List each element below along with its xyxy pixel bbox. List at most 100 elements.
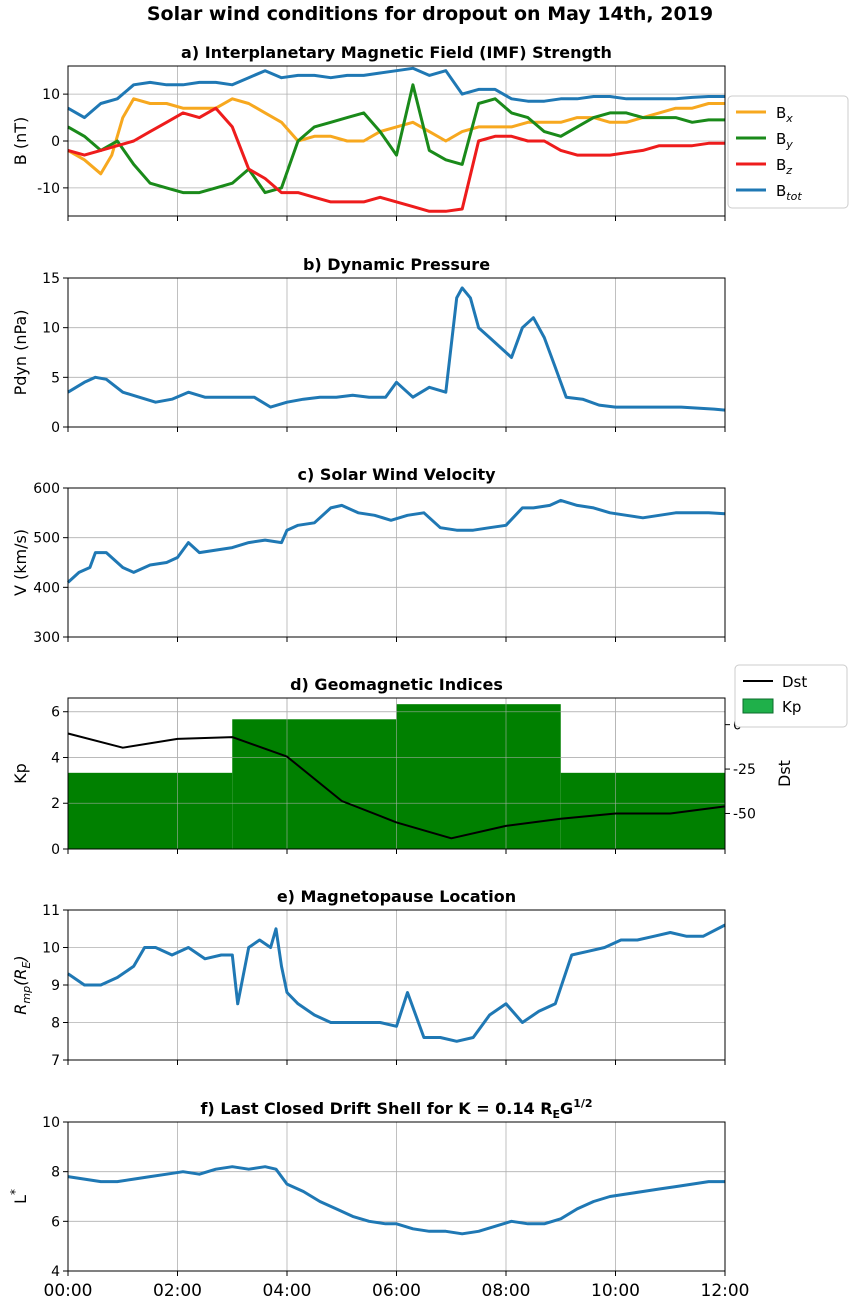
y-tick-label: 11 <box>42 903 60 919</box>
kp-bar <box>560 772 725 849</box>
legend-label-sub: z <box>785 164 792 177</box>
panel-title: c) Solar Wind Velocity <box>297 465 496 484</box>
panel-title: d) Geomagnetic Indices <box>290 675 503 694</box>
series-line-bx <box>67 97 725 176</box>
y-tick-label: 10 <box>42 1115 60 1131</box>
series-line-btot <box>67 66 725 120</box>
y-tick-label: 8 <box>51 1016 60 1032</box>
x-tick-label: 00:00 <box>44 1281 93 1299</box>
y-tick-label: 4 <box>51 1264 60 1280</box>
y-tick-label-right: -25 <box>733 762 756 778</box>
y-axis-label-sup: * <box>8 1189 22 1195</box>
y-tick-label: 4 <box>51 750 60 766</box>
legend-label-sub: tot <box>786 190 802 203</box>
x-tick-label: 08:00 <box>482 1281 531 1299</box>
panel-a: -10 0 10 a) Interplanetary Magnetic Field (… <box>11 43 849 221</box>
panel-title-sub: E <box>553 1108 561 1121</box>
panel-title: e) Magnetopause Location <box>277 887 516 906</box>
series-line-bz <box>67 106 725 213</box>
y-tick-label: 10 <box>42 87 60 103</box>
y-tick-label: 400 <box>33 580 60 596</box>
series-line-by <box>67 83 725 195</box>
x-tick-label: 02:00 <box>153 1281 202 1299</box>
grid <box>67 1121 726 1272</box>
legend-label-kp: Kp <box>782 698 801 716</box>
y-tick-label: 600 <box>33 481 60 497</box>
y-tick-label: 6 <box>51 1214 60 1230</box>
y-tick-label: 8 <box>51 1165 60 1181</box>
y-axis-label: L* <box>8 1189 30 1204</box>
panel-b: 0 5 10 15 b) Dynamic Pressure Pdyn (nPa) <box>11 255 726 436</box>
series-line-pdyn <box>67 286 726 412</box>
y-axis-label-sub: mp <box>20 986 33 1004</box>
y-axis-label-suffix: (R <box>11 969 30 986</box>
kp-bar <box>232 719 397 849</box>
panel-title-text: d) Geomagnetic Indices <box>290 675 503 694</box>
y-tick-label: 0 <box>51 420 60 436</box>
y-tick-label: 9 <box>51 978 60 994</box>
y-tick-label: 10 <box>42 941 60 957</box>
panel-title-text: b) Dynamic Pressure <box>303 255 490 274</box>
y-axis-label: Rmp(RE) <box>11 955 33 1014</box>
y-tick-label: 15 <box>42 271 60 287</box>
y-axis-label: Kp <box>11 763 30 784</box>
y-axis-label: Pdyn (nPa) <box>11 310 30 396</box>
y-tick-label: 0 <box>51 134 60 150</box>
y-axis-label-main: L <box>11 1195 30 1204</box>
grid <box>67 277 726 428</box>
panel-title: a) Interplanetary Magnetic Field (IMF) S… <box>181 43 612 62</box>
y-tick-label: 500 <box>33 531 60 547</box>
legend-label-bx: Bx <box>776 104 793 125</box>
x-tick-label: 10:00 <box>591 1281 640 1299</box>
series-line-rmp <box>67 923 726 1043</box>
y-axis-label: V (km/s) <box>11 529 30 596</box>
figure-title: Solar wind conditions for dropout on May… <box>147 3 713 25</box>
series-line-dst <box>67 732 726 840</box>
panel-title-text: e) Magnetopause Location <box>277 887 516 906</box>
y-tick-label: 7 <box>51 1053 60 1069</box>
legend-label-btot: Btot <box>776 182 802 203</box>
legend: Dst Kp <box>734 664 848 728</box>
y-tick-label: -10 <box>37 181 60 197</box>
y-tick-label: 300 <box>33 630 60 646</box>
y-tick-label: 2 <box>51 796 60 812</box>
panel-e: 7 8 9 10 11 e) Magnetopause Location Rmp(RE) <box>11 887 726 1069</box>
y-axis-label-suffix-sub: E <box>20 962 33 969</box>
panel-title-text: f) Last Closed Drift Shell for K = 0.14 … <box>200 1099 552 1118</box>
y-axis-label-end: ) <box>11 955 30 962</box>
panel-title-mid: G <box>560 1099 573 1118</box>
legend-label-main: B <box>776 182 786 200</box>
y-tick-label-right: -50 <box>733 806 756 822</box>
y-tick-label: 10 <box>42 321 60 337</box>
legend-label-main: B <box>776 104 786 122</box>
legend-label-bz: Bz <box>776 156 792 177</box>
grid <box>67 66 726 216</box>
legend-label-sub: x <box>785 112 793 125</box>
panel-f: 4 6 8 10 00:00 02:00 04:00 06:00 08:00 10:00 12:00… <box>8 1097 750 1299</box>
legend-label-sub: y <box>785 138 793 151</box>
x-tick-label: 04:00 <box>263 1281 312 1299</box>
legend-label-by: By <box>776 130 793 151</box>
y-tick-label: 0 <box>51 842 60 858</box>
y-tick-label: 6 <box>51 705 60 721</box>
legend-label-main: B <box>776 130 786 148</box>
legend-frame <box>727 95 849 209</box>
panel-c: 300 400 500 600 c) Solar Wind Velocity V (km/… <box>11 465 726 646</box>
grid <box>67 909 726 1061</box>
series-line-lstar <box>67 1165 725 1236</box>
x-tick-label: 06:00 <box>372 1281 421 1299</box>
y-tick-label: 5 <box>51 370 60 386</box>
y-axis-label-right: Dst <box>775 760 794 787</box>
panel-title-sup: 1/2 <box>573 1097 592 1110</box>
y-axis-label: B (nT) <box>11 117 30 165</box>
panel-title-text: a) Interplanetary Magnetic Field (IMF) S… <box>181 43 612 62</box>
legend-swatch-kp <box>742 698 774 714</box>
panel-title: f) Last Closed Drift Shell for K = 0.14 … <box>200 1097 592 1121</box>
kp-bar <box>396 704 561 849</box>
legend-label-dst: Dst <box>782 673 807 691</box>
y-axis-label-main: R <box>11 1004 30 1015</box>
x-tick-label: 12:00 <box>701 1281 750 1299</box>
